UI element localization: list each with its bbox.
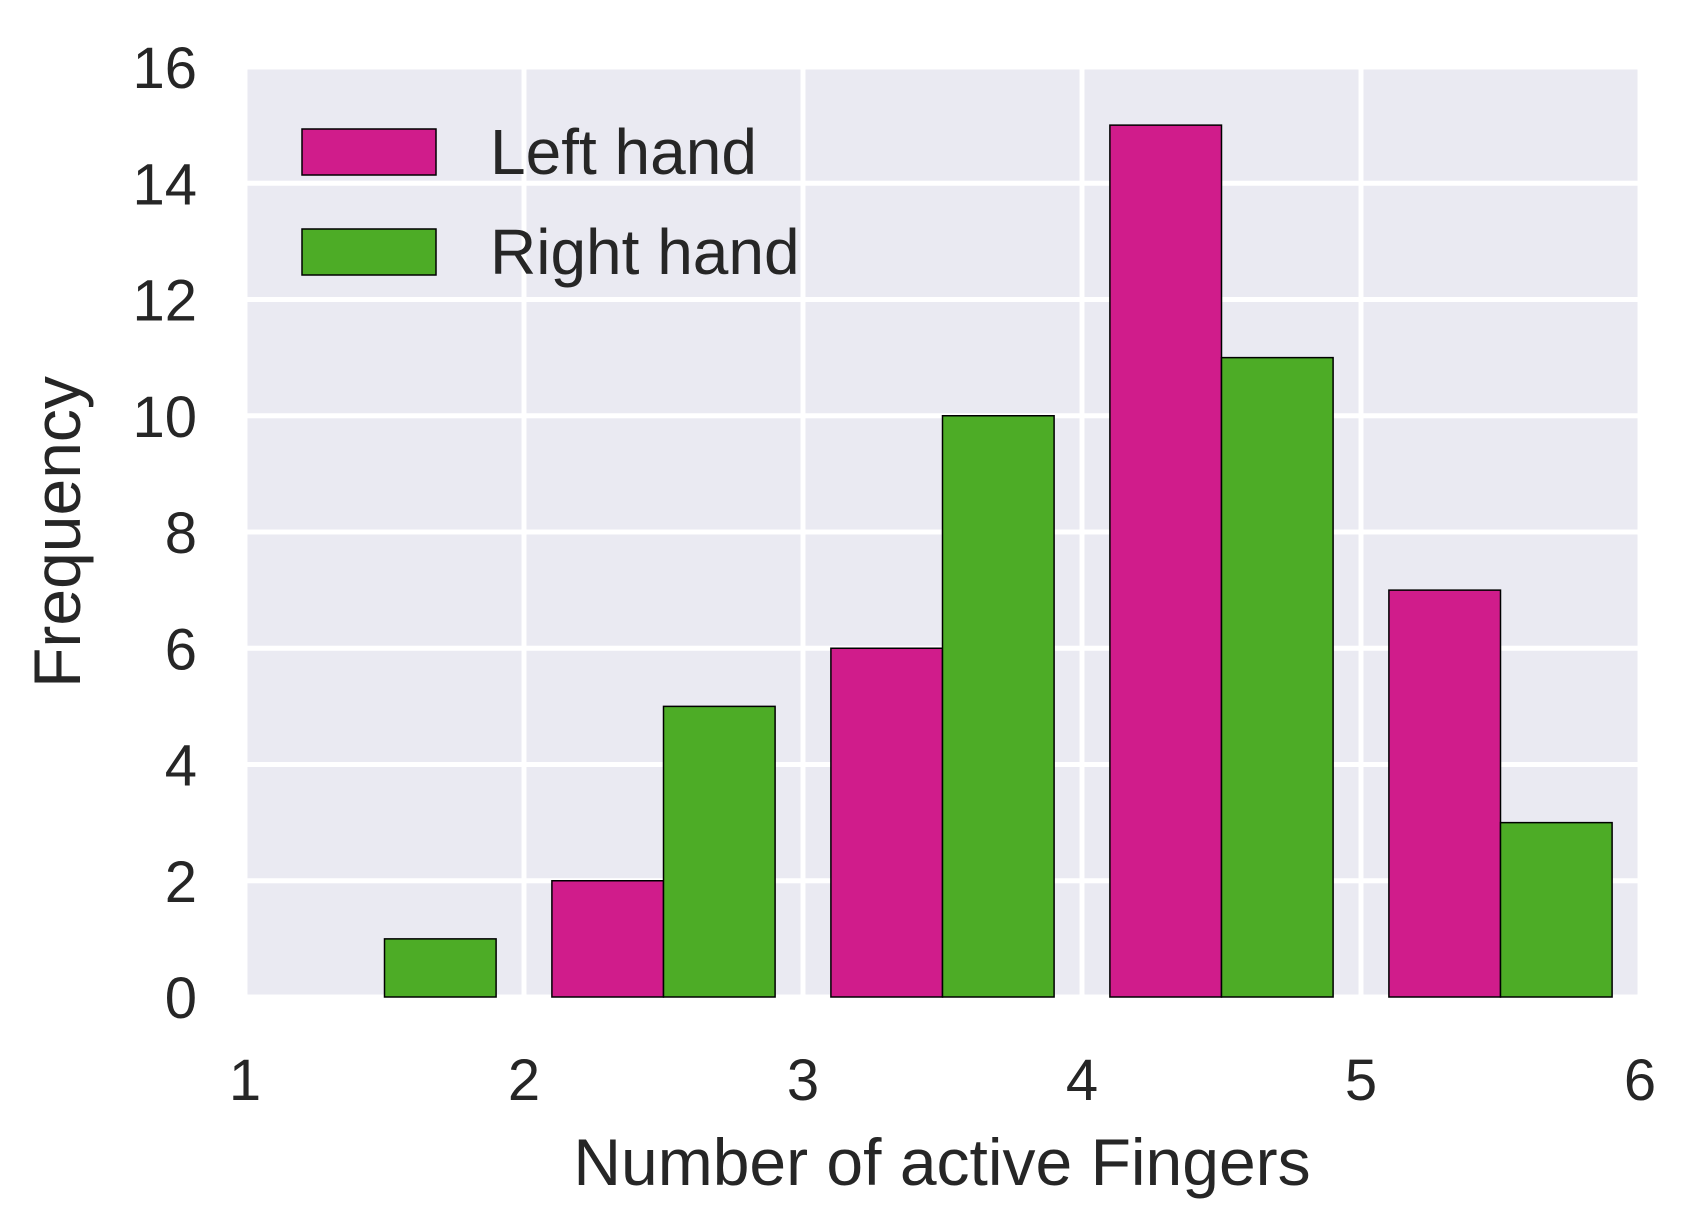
bar-right-hand-5 <box>1499 821 1613 998</box>
y-tick-label-1: 2 <box>165 850 197 915</box>
x-tick-label-3: 4 <box>1066 1048 1098 1113</box>
x-axis-ticks: 1 2 3 4 5 6 <box>229 1048 1656 1113</box>
legend-label-right-hand: Right hand <box>490 216 800 288</box>
y-tick-label-0: 0 <box>165 966 197 1031</box>
y-axis-label: Frequency <box>20 376 94 688</box>
bar-left-hand-3 <box>830 647 944 998</box>
bar-right-hand-4 <box>1220 356 1334 998</box>
x-tick-label-4: 5 <box>1345 1048 1377 1113</box>
x-tick-label-5: 6 <box>1624 1048 1656 1113</box>
x-tick-label-1: 2 <box>508 1048 540 1113</box>
bars-group <box>383 124 1613 998</box>
legend-label-left-hand: Left hand <box>490 116 757 188</box>
bar-right-hand-1 <box>383 938 497 998</box>
y-tick-label-4: 8 <box>165 501 197 566</box>
x-tick-label-0: 1 <box>229 1048 261 1113</box>
x-tick-label-2: 3 <box>787 1048 819 1113</box>
y-tick-label-6: 12 <box>132 269 197 334</box>
y-tick-label-8: 16 <box>132 36 197 101</box>
y-tick-label-3: 6 <box>165 617 197 682</box>
bar-right-hand-3 <box>941 415 1055 998</box>
y-axis-ticks: 0 2 4 6 8 10 12 14 16 <box>132 36 197 1031</box>
legend-swatch-left-hand <box>301 128 437 176</box>
legend-swatch-right-hand <box>301 228 437 276</box>
bar-left-hand-4 <box>1109 124 1223 998</box>
bar-right-hand-2 <box>662 705 776 998</box>
y-tick-label-7: 14 <box>132 152 197 217</box>
y-tick-label-2: 4 <box>165 734 197 799</box>
bar-left-hand-5 <box>1388 589 1502 998</box>
bar-left-hand-2 <box>551 880 665 998</box>
y-tick-label-5: 10 <box>132 385 197 450</box>
legend: Left hand Right hand <box>301 116 800 288</box>
x-axis-label: Number of active Fingers <box>573 1125 1310 1199</box>
